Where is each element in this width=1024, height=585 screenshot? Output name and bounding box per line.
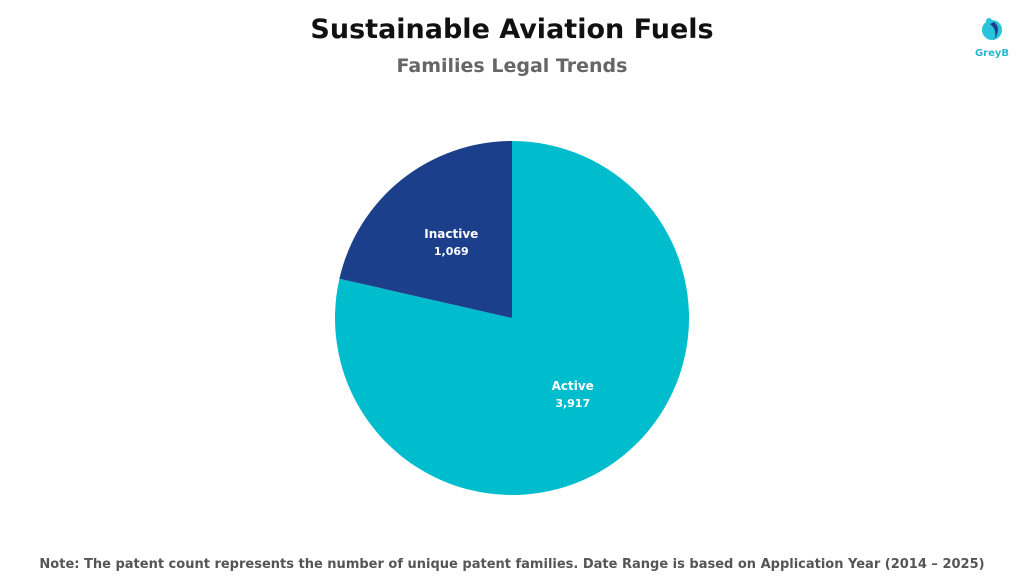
greyb-logo-icon xyxy=(982,18,1002,40)
footnote: Note: The patent count represents the nu… xyxy=(39,557,985,572)
slice-value-active: 3,917 xyxy=(555,397,590,410)
slice-label-inactive: Inactive xyxy=(424,227,478,241)
logo-text: GreyB xyxy=(974,48,1010,59)
chart-subtitle: Families Legal Trends xyxy=(396,55,628,77)
slice-label-active: Active xyxy=(552,379,594,393)
chart-title: Sustainable Aviation Fuels xyxy=(310,14,714,45)
greyb-logo: GreyB xyxy=(970,16,1014,62)
slice-value-inactive: 1,069 xyxy=(434,245,469,258)
pie-slice-inactive xyxy=(339,141,512,318)
